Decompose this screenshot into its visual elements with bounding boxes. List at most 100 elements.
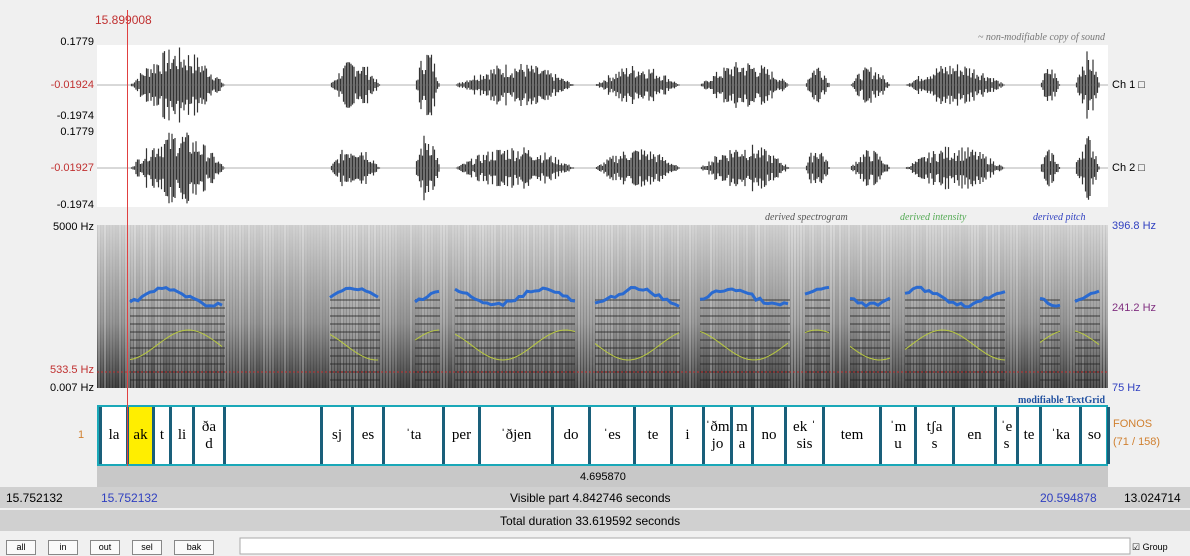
striation bbox=[320, 225, 322, 388]
striation bbox=[695, 225, 697, 388]
praat-editor: 15.899008 ~ non-modifiable copy of sound… bbox=[0, 0, 1190, 556]
striation bbox=[896, 225, 898, 388]
striation bbox=[440, 225, 442, 388]
interval[interactable]: i bbox=[673, 407, 702, 464]
striation bbox=[254, 225, 256, 388]
striation bbox=[1007, 225, 1009, 388]
striation bbox=[902, 225, 904, 388]
striation bbox=[848, 225, 850, 388]
interval[interactable]: es bbox=[354, 407, 382, 464]
button[interactable]: out bbox=[90, 540, 120, 555]
striation bbox=[107, 225, 109, 388]
interval[interactable]: t bbox=[155, 407, 169, 464]
striation bbox=[893, 225, 895, 388]
striation bbox=[101, 225, 103, 388]
ch2-label[interactable]: Ch 2 □ bbox=[1112, 162, 1145, 174]
visible-start-outer: 15.752132 bbox=[6, 492, 63, 504]
button[interactable]: sel bbox=[132, 540, 162, 555]
interval[interactable]: tʃa s bbox=[917, 407, 952, 464]
striation bbox=[323, 225, 325, 388]
interval[interactable]: ˈes bbox=[591, 407, 633, 464]
interval[interactable]: ˈm u bbox=[882, 407, 914, 464]
spectrogram-striations bbox=[98, 225, 1108, 388]
interval[interactable]: ˈka bbox=[1042, 407, 1079, 464]
boundary bbox=[223, 407, 226, 464]
interval[interactable]: te bbox=[1019, 407, 1039, 464]
striation bbox=[260, 225, 262, 388]
striation bbox=[104, 225, 106, 388]
striation bbox=[842, 225, 844, 388]
interval[interactable]: sj bbox=[323, 407, 351, 464]
interval[interactable]: ða d bbox=[195, 407, 223, 464]
striation bbox=[230, 225, 232, 388]
striation bbox=[242, 225, 244, 388]
interval[interactable]: so bbox=[1082, 407, 1107, 464]
striation bbox=[293, 225, 295, 388]
striation bbox=[413, 225, 415, 388]
interval[interactable]: ek ˈ sis bbox=[787, 407, 822, 464]
striation bbox=[290, 225, 292, 388]
interval[interactable]: ˈta bbox=[385, 407, 442, 464]
striation bbox=[578, 225, 580, 388]
striation bbox=[314, 225, 316, 388]
striation bbox=[98, 225, 100, 388]
interval[interactable]: li bbox=[172, 407, 192, 464]
striation bbox=[800, 225, 802, 388]
boundary bbox=[1107, 407, 1110, 464]
striation bbox=[404, 225, 406, 388]
striation bbox=[110, 225, 112, 388]
striation bbox=[890, 225, 892, 388]
button[interactable]: all bbox=[6, 540, 36, 555]
interval[interactable]: no bbox=[754, 407, 784, 464]
striation bbox=[410, 225, 412, 388]
scrollbar[interactable] bbox=[240, 538, 1130, 554]
interval[interactable]: ˈðm jo bbox=[705, 407, 730, 464]
sound-note: ~ non-modifiable copy of sound bbox=[978, 32, 1105, 44]
striation bbox=[1103, 225, 1105, 388]
button[interactable]: bak bbox=[174, 540, 214, 555]
striation bbox=[302, 225, 304, 388]
striation bbox=[1013, 225, 1015, 388]
striation bbox=[1022, 225, 1024, 388]
striation bbox=[683, 225, 685, 388]
interval[interactable]: te bbox=[636, 407, 670, 464]
striation bbox=[1070, 225, 1072, 388]
ch2-min: -0.1974 bbox=[57, 199, 94, 211]
interval[interactable]: ak bbox=[129, 407, 152, 464]
striation bbox=[299, 225, 301, 388]
interval[interactable]: en bbox=[955, 407, 994, 464]
interval[interactable]: ˈe s bbox=[997, 407, 1016, 464]
interval[interactable]: ˈðjen bbox=[481, 407, 551, 464]
striation bbox=[680, 225, 682, 388]
visible-part: Visible part 4.842746 seconds bbox=[510, 492, 671, 504]
cursor-time: 15.899008 bbox=[95, 14, 152, 26]
pitch-cursor: 241.2 Hz bbox=[1112, 302, 1156, 314]
interval[interactable]: do bbox=[554, 407, 588, 464]
striation bbox=[845, 225, 847, 388]
ch1-label[interactable]: Ch 1 □ bbox=[1112, 79, 1145, 91]
button[interactable]: in bbox=[48, 540, 78, 555]
interval[interactable]: la bbox=[102, 407, 126, 464]
striation bbox=[392, 225, 394, 388]
striation bbox=[122, 225, 124, 388]
striation bbox=[386, 225, 388, 388]
striation bbox=[398, 225, 400, 388]
striation bbox=[698, 225, 700, 388]
spec-top: 5000 Hz bbox=[53, 221, 94, 233]
striation bbox=[227, 225, 229, 388]
interval[interactable]: per bbox=[445, 407, 478, 464]
visible-end: 20.594878 bbox=[1040, 492, 1097, 504]
interval[interactable]: tem bbox=[825, 407, 879, 464]
striation bbox=[245, 225, 247, 388]
striation bbox=[305, 225, 307, 388]
legend-pitch: derived pitch bbox=[1033, 212, 1085, 224]
group-checkbox[interactable]: ☑ Group bbox=[1132, 541, 1168, 553]
striation bbox=[407, 225, 409, 388]
striation bbox=[284, 225, 286, 388]
interval[interactable]: m a bbox=[733, 407, 751, 464]
tier-name: FONOS bbox=[1113, 418, 1152, 430]
striation bbox=[1067, 225, 1069, 388]
striation bbox=[236, 225, 238, 388]
striation bbox=[281, 225, 283, 388]
